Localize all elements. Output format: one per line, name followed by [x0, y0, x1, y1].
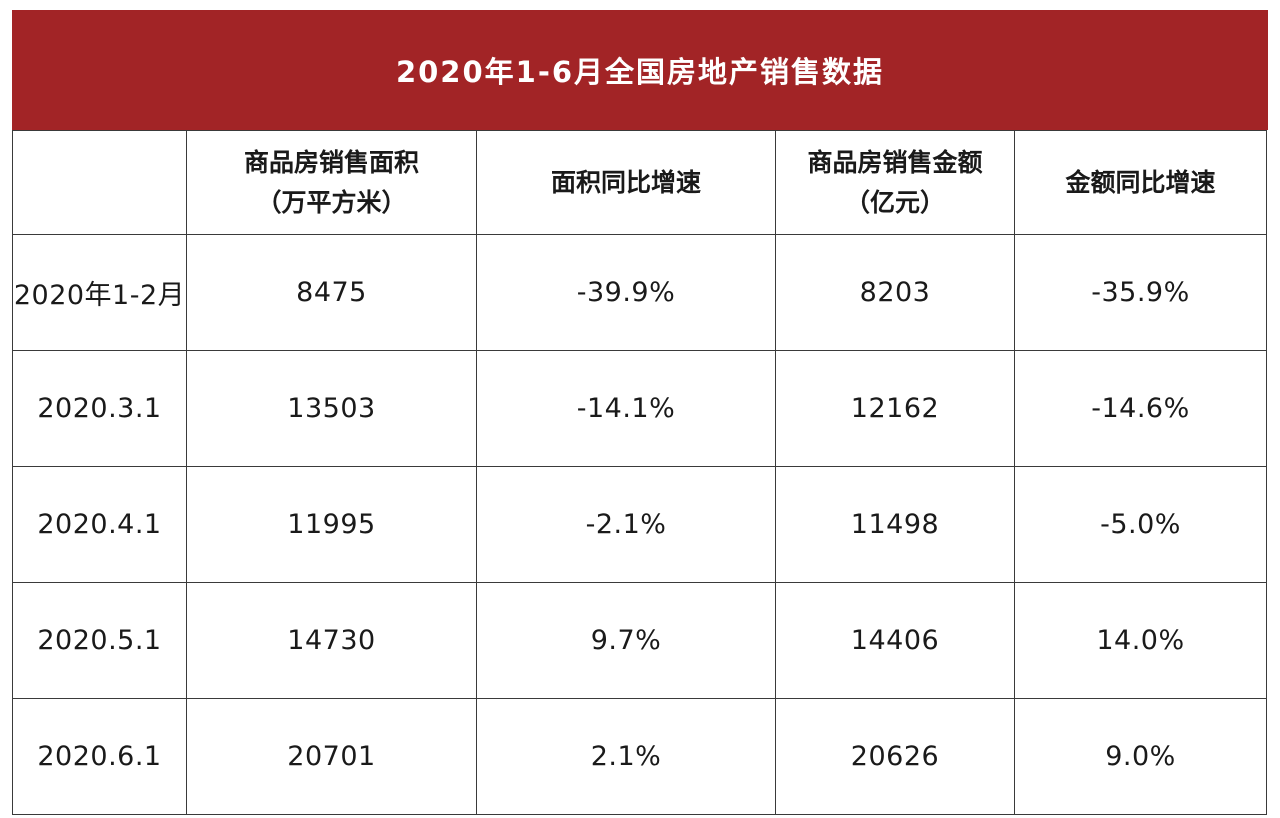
sales-area-cell: 8475 [186, 234, 477, 351]
header-unit: （亿元） [844, 187, 945, 217]
table-row: 2020.5.1 14730 9.7% 14406 14.0% [12, 582, 1267, 699]
table-row: 2020.4.1 11995 -2.1% 11498 -5.0% [12, 466, 1267, 583]
sales-amount-cell: 11498 [775, 466, 1015, 583]
row-label-cell: 2020.6.1 [12, 698, 187, 815]
header-unit: （万平方米） [256, 187, 407, 217]
sales-amount-cell: 14406 [775, 582, 1015, 699]
sales-amount-cell: 20626 [775, 698, 1015, 815]
amount-growth-cell: 14.0% [1014, 582, 1267, 699]
header-label: 商品房销售金额 [807, 147, 983, 177]
sales-area-cell: 20701 [186, 698, 477, 815]
row-label-cell: 2020.5.1 [12, 582, 187, 699]
header-label: 金额同比增速 [1065, 167, 1216, 197]
sales-area-cell: 11995 [186, 466, 477, 583]
amount-growth-cell: 9.0% [1014, 698, 1267, 815]
amount-growth-cell: -14.6% [1014, 350, 1267, 467]
amount-growth-cell: -5.0% [1014, 466, 1267, 583]
header-label: 面积同比增速 [550, 167, 701, 197]
area-growth-cell: -39.9% [476, 234, 776, 351]
sales-area-cell: 13503 [186, 350, 477, 467]
area-growth-cell: -14.1% [476, 350, 776, 467]
table-row: 2020年1-2月 8475 -39.9% 8203 -35.9% [12, 234, 1267, 351]
area-growth-cell: 2.1% [476, 698, 776, 815]
header-sales-amount: 商品房销售金额 （亿元） [775, 130, 1015, 235]
row-label-cell: 2020.3.1 [12, 350, 187, 467]
sales-amount-cell: 12162 [775, 350, 1015, 467]
header-area-growth: 面积同比增速 [476, 130, 776, 235]
sales-amount-cell: 8203 [775, 234, 1015, 351]
row-label-cell: 2020.4.1 [12, 466, 187, 583]
header-amount-growth: 金额同比增速 [1014, 130, 1267, 235]
table-title: 2020年1-6月全国房地产销售数据 [395, 55, 885, 89]
sales-data-table: 商品房销售面积 （万平方米） 面积同比增速 商品房销售金额 （亿元） 金额同比增… [12, 130, 1267, 815]
area-growth-cell: -2.1% [476, 466, 776, 583]
sales-area-cell: 14730 [186, 582, 477, 699]
header-corner-cell [12, 130, 187, 235]
header-row: 商品房销售面积 （万平方米） 面积同比增速 商品房销售金额 （亿元） 金额同比增… [12, 130, 1267, 235]
amount-growth-cell: -35.9% [1014, 234, 1267, 351]
title-banner: 2020年1-6月全国房地产销售数据 [12, 10, 1268, 130]
row-label-cell: 2020年1-2月 [12, 234, 187, 351]
table-row: 2020.6.1 20701 2.1% 20626 9.0% [12, 698, 1267, 815]
area-growth-cell: 9.7% [476, 582, 776, 699]
header-sales-area: 商品房销售面积 （万平方米） [186, 130, 477, 235]
header-label: 商品房销售面积 [243, 147, 419, 177]
table-row: 2020.3.1 13503 -14.1% 12162 -14.6% [12, 350, 1267, 467]
